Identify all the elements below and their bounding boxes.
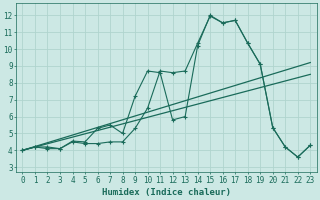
X-axis label: Humidex (Indice chaleur): Humidex (Indice chaleur): [102, 188, 231, 197]
